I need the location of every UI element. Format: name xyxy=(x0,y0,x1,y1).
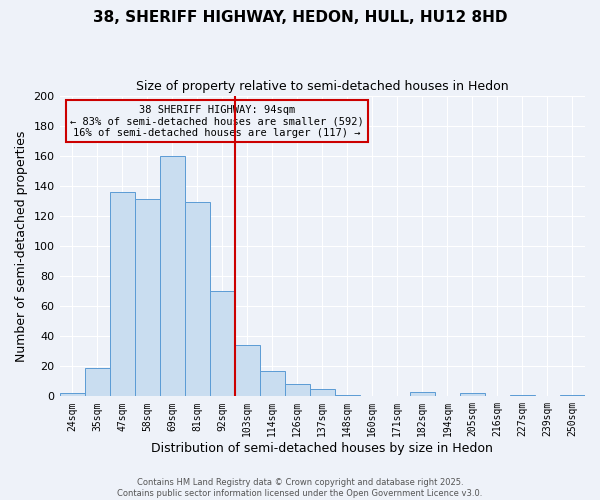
Bar xyxy=(185,202,209,396)
Bar xyxy=(85,368,110,396)
Bar xyxy=(209,291,235,397)
Title: Size of property relative to semi-detached houses in Hedon: Size of property relative to semi-detach… xyxy=(136,80,509,93)
Text: 38, SHERIFF HIGHWAY, HEDON, HULL, HU12 8HD: 38, SHERIFF HIGHWAY, HEDON, HULL, HU12 8… xyxy=(93,10,507,25)
Bar xyxy=(134,200,160,396)
Bar xyxy=(260,371,285,396)
Bar xyxy=(59,394,85,396)
Text: Contains HM Land Registry data © Crown copyright and database right 2025.
Contai: Contains HM Land Registry data © Crown c… xyxy=(118,478,482,498)
Bar xyxy=(285,384,310,396)
Bar xyxy=(310,389,335,396)
Bar xyxy=(410,392,435,396)
Bar xyxy=(510,395,535,396)
Bar xyxy=(560,395,585,396)
Text: 38 SHERIFF HIGHWAY: 94sqm
← 83% of semi-detached houses are smaller (592)
16% of: 38 SHERIFF HIGHWAY: 94sqm ← 83% of semi-… xyxy=(70,104,364,138)
Bar xyxy=(110,192,134,396)
X-axis label: Distribution of semi-detached houses by size in Hedon: Distribution of semi-detached houses by … xyxy=(151,442,493,455)
Bar xyxy=(460,394,485,396)
Y-axis label: Number of semi-detached properties: Number of semi-detached properties xyxy=(15,130,28,362)
Bar xyxy=(160,156,185,396)
Bar xyxy=(235,345,260,397)
Bar xyxy=(335,395,360,396)
